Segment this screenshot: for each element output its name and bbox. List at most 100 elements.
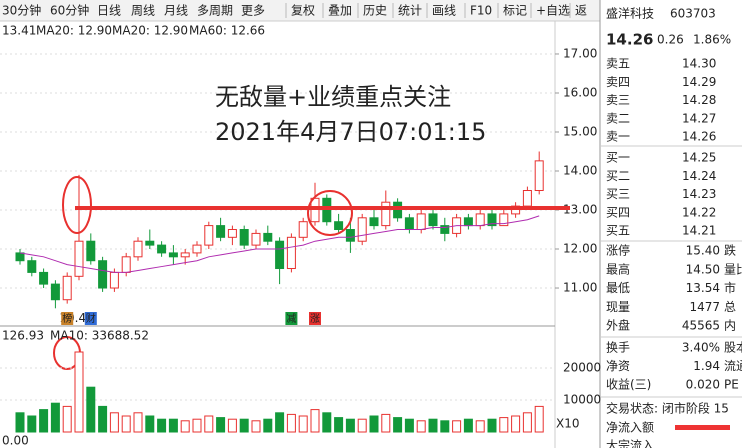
volume-bar [357,418,367,433]
volume-bar [263,418,273,433]
toolbar-button[interactable]: 标记 [503,4,527,18]
event-tag-box[interactable] [285,312,298,325]
volume-bar [475,420,485,433]
annotation: 无敌量+业绩重点关注 [215,83,451,111]
event-tag[interactable]: 财 [86,312,96,325]
candle-body [463,217,473,227]
volume-bar [487,418,497,433]
candle-body [534,160,544,192]
ma-label: MA20: 12.90 [36,24,112,38]
candle-body [180,252,190,258]
candle-body [369,217,379,227]
book-price: 14.22 [682,205,716,219]
stat-value: 45565 [682,319,720,333]
candle-body [216,225,226,238]
toolbar-button[interactable]: +自选 [536,4,570,18]
volume-header: 126.93 [2,329,44,343]
status: 交易状态: 闭市阶段 15 [606,401,729,416]
stat-label: 最低 [606,281,630,295]
candle-body [298,221,308,238]
volume-bar [239,418,249,433]
toolbar-button[interactable]: 历史 [363,4,387,18]
volume-bar [452,420,462,433]
toolbar-button[interactable]: 复权 [291,4,315,18]
candle-body [404,217,414,231]
book-price: 14.21 [682,224,716,238]
stat-label-2: PE [724,378,739,392]
volume-bar [416,420,426,433]
candle-body [416,213,426,231]
book-label: 买五 [606,224,630,238]
volume-bar [322,412,332,433]
book-label: 卖四 [606,75,630,89]
toolbar-button[interactable]: 日线 [97,4,121,18]
candle-body [50,283,60,301]
candle-body [74,240,84,277]
toolbar-button[interactable]: 更多 [241,4,265,18]
stat-value: 13.54 [686,281,720,295]
toolbar-button[interactable]: 返 [575,4,587,18]
y-tick-label: 15.00 [563,124,597,138]
candle-body [192,244,202,254]
stat-label: 最高 [606,261,630,276]
volume-ma: MA10: 33688.52 [50,329,149,343]
toolbar-button[interactable]: 周线 [131,4,155,18]
event-tag-box[interactable] [84,312,97,325]
book-price: 14.28 [682,93,716,107]
volume-bar [121,415,131,433]
candle-body [428,213,438,227]
event-tag[interactable]: 涨 [310,313,320,325]
inflow: 净流入额 [606,421,654,435]
volume-bar [27,415,37,433]
y-tick-label: 20000 [563,361,601,375]
volume-bar [109,412,119,433]
candle-body [381,201,391,227]
toolbar-button[interactable]: 统计 [398,4,422,18]
stat-label: 外盘 [606,318,630,333]
book-label: 卖三 [606,93,630,107]
volume-bar [428,418,438,433]
candle-body [499,213,509,227]
toolbar-button[interactable]: 画线 [432,4,456,18]
event-tag-box[interactable] [61,312,74,325]
y-tick-label: 16.00 [563,85,597,99]
volume-bar [440,420,450,433]
volume-bar [216,417,226,433]
toolbar-button[interactable]: 叠加 [328,4,352,18]
change: 0.26 [657,33,684,47]
toolbar-button[interactable]: F10 [470,4,492,18]
volume-bar [133,412,143,433]
candle-body [357,217,367,242]
event-tag[interactable]: 榜 [62,312,72,325]
stat-value: 0.020 [686,378,720,392]
volume-bar [275,412,285,433]
candle-body [487,213,497,227]
volume-bar [98,405,108,433]
volume-bar [86,386,96,433]
stat-label-2: 跌 [724,243,736,258]
volume-bar [522,412,532,433]
book-label: 卖一 [606,130,630,144]
candle-body [145,240,155,246]
last-price: 13.41 [2,24,36,38]
candle-body [239,229,249,246]
candle-body [109,271,119,289]
volume-bar [251,420,261,433]
candle-body [204,225,214,246]
stock-name: 盛洋科技 [606,6,654,21]
book-price: 14.29 [682,75,716,89]
candle-body [39,271,49,285]
volume-bar [74,351,84,433]
toolbar-button[interactable]: 月线 [164,4,188,18]
toolbar-button[interactable]: 30分钟 [2,3,41,18]
event-tag[interactable]: 减 [286,313,296,325]
y-tick-label: 12.00 [563,242,597,256]
volume-bar [15,412,25,433]
stat-value: 14.50 [686,262,720,276]
block: 大宗流入 [606,438,654,448]
event-tag-box[interactable] [309,312,321,325]
toolbar-button[interactable]: 多周期 [197,4,233,18]
highlight-circle [62,176,92,234]
toolbar-button[interactable]: 60分钟 [50,3,89,18]
